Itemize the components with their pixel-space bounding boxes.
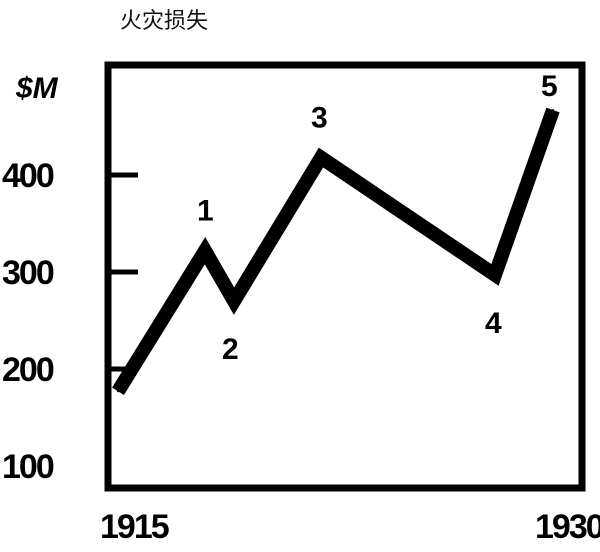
point-label: 3 (311, 102, 328, 135)
y-tick-label: 200 (2, 351, 54, 389)
point-label: 4 (485, 307, 502, 340)
x-tick-label: 1915 (100, 508, 169, 546)
point-label: 1 (197, 195, 214, 228)
data-point (552, 109, 554, 112)
point-label: 5 (541, 70, 558, 103)
y-tick-label: 100 (2, 448, 54, 486)
data-point (204, 249, 206, 252)
data-point (494, 273, 496, 276)
chart-title: 火灾损失 (120, 9, 208, 34)
plot-frame (104, 61, 586, 492)
y-tick-label: 400 (2, 157, 54, 195)
data-point (320, 156, 322, 159)
y-axis-unit: $M (15, 72, 59, 105)
y-tick-label: 300 (2, 254, 54, 292)
series-line (112, 107, 560, 395)
data-point (117, 390, 119, 393)
data-point (233, 300, 235, 303)
point-label: 2 (222, 333, 239, 366)
x-tick-label: 1930 (535, 508, 600, 546)
